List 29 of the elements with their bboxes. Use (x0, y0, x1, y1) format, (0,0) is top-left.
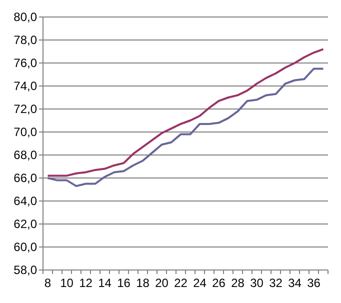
y-tick-label: 78,0 (14, 33, 38, 48)
x-tick-label: 8 (44, 276, 52, 290)
line-series (46, 48, 324, 177)
x-tick-label: 20 (155, 276, 169, 290)
y-tick-label: 70,0 (14, 125, 38, 140)
x-tick-label: 24 (193, 276, 207, 290)
y-tick-label: 58,0 (14, 263, 38, 278)
x-tick-label: 12 (79, 276, 93, 290)
x-tick-label: 28 (231, 276, 245, 290)
y-tick-label: 80,0 (14, 10, 38, 24)
y-tick-label: 72,0 (14, 102, 38, 116)
x-tick-label: 22 (174, 276, 188, 290)
x-tick-label: 34 (288, 276, 302, 290)
x-tick-label: 16 (117, 276, 131, 290)
y-tick-label: 74,0 (14, 79, 38, 94)
x-tick-label: 30 (250, 276, 264, 290)
y-tick-label: 66,0 (14, 171, 38, 186)
y-tick-label: 60,0 (14, 240, 38, 254)
x-tick-label: 32 (269, 276, 283, 290)
x-tick-label: 36 (307, 276, 321, 290)
y-tick-label: 62,0 (14, 217, 38, 232)
line-series (46, 68, 324, 188)
y-tick-label: 64,0 (14, 194, 38, 208)
x-tick-label: 18 (136, 276, 150, 290)
y-tick-label: 68,0 (14, 148, 38, 162)
y-tick-label: 76,0 (14, 56, 38, 70)
x-tick-label: 26 (212, 276, 226, 290)
x-tick-label: 14 (98, 276, 112, 290)
x-tick-label: 10 (60, 276, 74, 290)
